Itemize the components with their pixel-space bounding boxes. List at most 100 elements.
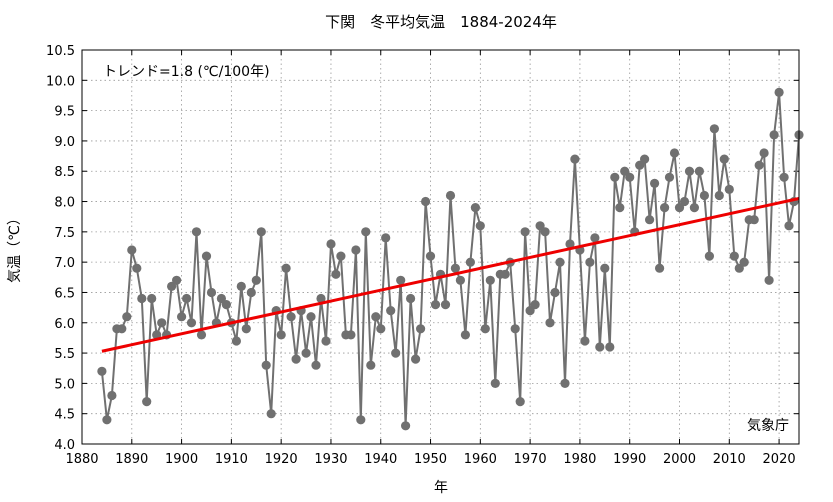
data-point	[450, 263, 460, 273]
data-point	[689, 203, 700, 213]
data-point	[774, 87, 784, 97]
data-point	[779, 172, 789, 182]
data-point	[157, 318, 167, 328]
x-tick-label: 1940	[364, 452, 397, 467]
data-point	[610, 172, 620, 182]
x-tick-label: 1980	[563, 452, 596, 467]
data-point	[709, 124, 720, 134]
data-point	[411, 354, 421, 364]
data-point	[550, 287, 560, 298]
data-point	[396, 275, 406, 285]
data-point	[102, 415, 112, 425]
data-point	[132, 263, 142, 273]
data-point	[759, 148, 769, 158]
data-point	[117, 324, 127, 334]
data-point	[221, 300, 231, 310]
y-tick-label: 8.5	[54, 165, 75, 180]
trend-line	[101, 197, 800, 353]
data-point	[460, 330, 470, 340]
data-point	[565, 239, 575, 249]
data-point	[555, 257, 565, 267]
y-tick-label: 4.5	[54, 408, 75, 423]
data-point	[600, 263, 610, 273]
data-point	[356, 415, 366, 425]
data-point	[515, 397, 525, 407]
data-point	[425, 251, 436, 261]
data-point	[152, 330, 162, 340]
x-tick-label: 1920	[265, 452, 298, 467]
data-point	[655, 263, 665, 273]
x-tick-label: 2020	[763, 452, 796, 467]
x-axis-ticks: 1880 1890 1900 1910 1920 1930 1940 1950 1960 1970…	[65, 50, 796, 467]
data-point	[764, 275, 774, 285]
data-point	[719, 154, 729, 164]
y-tick-label: 9.0	[54, 135, 75, 150]
data-point	[520, 227, 530, 237]
grid-lines	[82, 50, 799, 444]
data-point	[266, 409, 276, 419]
data-point	[590, 233, 600, 243]
data-point	[406, 293, 416, 304]
data-point	[615, 203, 625, 213]
data-point	[605, 342, 615, 352]
x-tick-label: 1890	[115, 452, 148, 467]
data-point	[286, 312, 296, 322]
data-point	[401, 421, 411, 431]
y-tick-label: 7.0	[54, 256, 75, 271]
data-point	[216, 293, 226, 304]
data-point	[316, 293, 326, 304]
data-point	[416, 324, 426, 334]
data-point	[749, 215, 759, 225]
y-tick-label: 6.0	[54, 317, 75, 332]
data-point	[291, 354, 301, 364]
data-point	[236, 281, 246, 291]
data-point	[739, 257, 749, 267]
data-point	[485, 275, 495, 285]
data-point	[595, 342, 605, 352]
data-point	[421, 196, 431, 207]
data-point	[201, 251, 212, 261]
data-point	[137, 293, 147, 304]
data-point	[784, 221, 794, 231]
data-point	[241, 324, 251, 334]
x-tick-label: 1960	[464, 452, 497, 467]
data-point	[351, 245, 361, 255]
y-tick-label: 10.0	[46, 74, 75, 89]
data-point	[301, 348, 311, 358]
data-point	[386, 306, 396, 316]
data-point	[660, 203, 670, 213]
data-point	[366, 360, 376, 370]
data-point	[196, 330, 207, 340]
x-axis-label: 年	[434, 480, 448, 496]
data-point	[261, 360, 271, 370]
data-point	[147, 293, 157, 304]
data-point	[674, 203, 685, 213]
data-point	[326, 239, 336, 249]
data-point	[580, 336, 590, 346]
data-point	[570, 154, 580, 164]
y-tick-label: 8.0	[54, 196, 75, 211]
y-tick-label: 5.0	[54, 377, 75, 392]
data-point	[371, 312, 381, 322]
x-tick-label: 1880	[65, 452, 98, 467]
y-tick-label: 9.5	[54, 105, 75, 120]
data-point	[679, 196, 690, 207]
x-tick-label: 1990	[613, 452, 646, 467]
data-point	[167, 281, 177, 291]
data-point	[206, 287, 217, 298]
data-point	[490, 378, 500, 388]
data-point	[321, 336, 331, 346]
data-point	[664, 172, 675, 182]
x-tick-label: 2000	[663, 452, 696, 467]
data-point	[704, 251, 715, 261]
data-point	[376, 324, 386, 334]
data-point	[729, 251, 739, 261]
data-point	[530, 300, 540, 310]
data-point	[311, 360, 321, 370]
data-point	[754, 160, 764, 170]
data-point	[635, 160, 645, 170]
data-point	[694, 166, 705, 176]
data-point	[331, 269, 341, 279]
series-temperature	[97, 87, 804, 431]
